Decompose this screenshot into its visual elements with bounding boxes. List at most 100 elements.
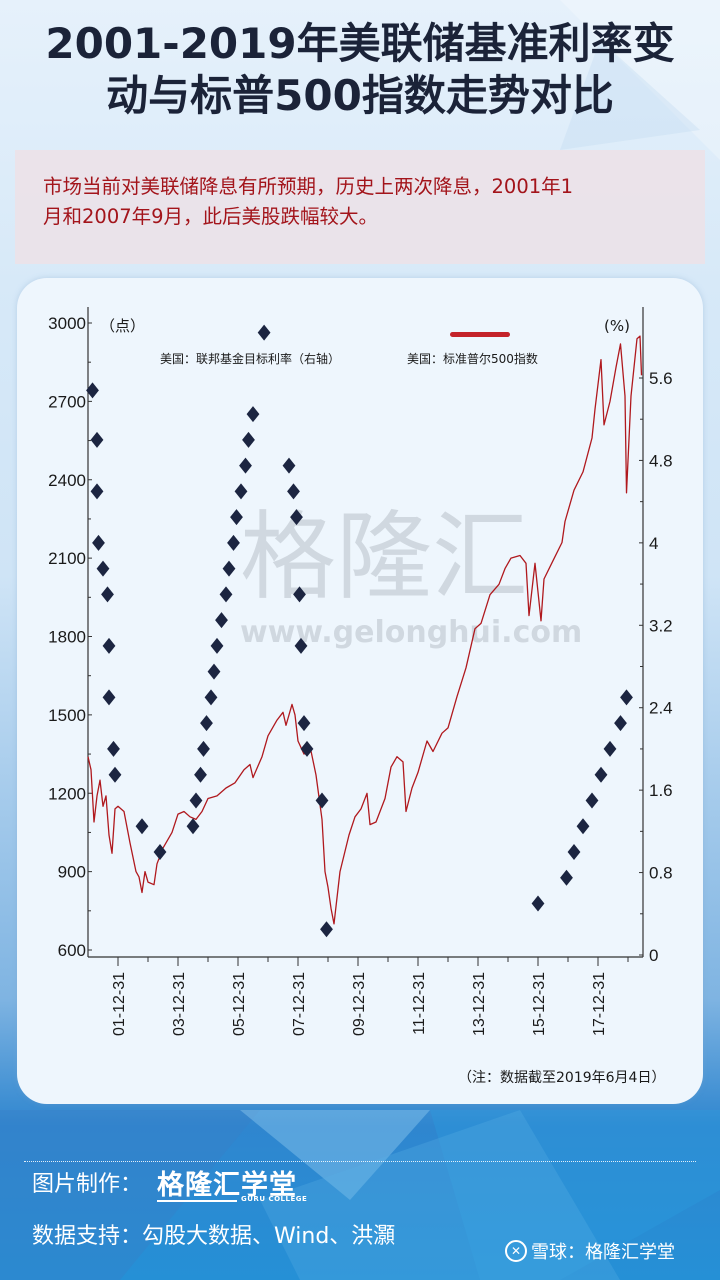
x-tick-label: 17-12-31 — [591, 972, 608, 1036]
summary-line-1: 市场当前对美联储降息有所预期，历史上两次降息，2001年1 — [43, 175, 574, 198]
sp500-line — [87, 335, 643, 925]
producer-brand-sub: GURU COLLEGE — [241, 1195, 308, 1203]
rate-diamond — [194, 766, 207, 783]
rate-diamond — [560, 869, 573, 886]
left-tick-label: 2700 — [48, 392, 86, 411]
xueqiu-text: 雪球：格隆汇学堂 — [531, 1242, 675, 1263]
legend-rate-label: 美国：联邦基金目标利率（右轴） — [160, 351, 340, 366]
left-tick-label: 2400 — [48, 471, 86, 490]
x-tick-label: 15-12-31 — [531, 972, 548, 1036]
rate-diamond — [594, 766, 608, 783]
watermark: 格隆汇 www.gelonghui.com — [240, 501, 582, 650]
right-tick-label: 1.6 — [649, 781, 673, 800]
x-tick-label: 11-12-31 — [411, 972, 428, 1035]
title-line-2: 动与标普500指数走势对比 — [106, 71, 614, 120]
rate-diamond — [230, 509, 243, 526]
rate-diamond — [108, 766, 122, 783]
summary-line-2: 月和2007年9月，此后美股跌幅较大。 — [43, 205, 379, 228]
left-tick-label: 900 — [58, 863, 86, 882]
rate-diamond — [186, 818, 200, 835]
right-tick-label: 0 — [649, 946, 658, 965]
rate-diamond — [210, 637, 224, 654]
left-axis-unit: （点） — [100, 317, 145, 335]
rate-diamond — [222, 560, 236, 577]
rate-diamond — [246, 406, 260, 423]
rate-diamond — [219, 586, 233, 603]
data-source-row: 数据支持：勾股大数据、Wind、洪灝 — [32, 1218, 395, 1250]
rate-diamond — [234, 483, 248, 500]
x-tick-label: 09-12-31 — [351, 972, 368, 1036]
rate-diamond — [92, 534, 105, 551]
rate-diamond — [294, 637, 308, 654]
rate-diamond — [102, 689, 116, 706]
rate-diamond — [614, 715, 627, 732]
page-title: 2001-2019年美联储基准利率变 动与标普500指数走势对比 — [0, 18, 720, 122]
rate-diamond — [293, 586, 306, 603]
rate-diamond — [531, 895, 545, 912]
data-source-label: 数据支持： — [32, 1224, 143, 1249]
data-note: （注：数据截至2019年6月4日） — [458, 1070, 666, 1086]
rate-diamond — [101, 586, 114, 603]
rate-diamond — [96, 560, 110, 577]
rate-diamond — [102, 637, 116, 654]
rate-diamond — [320, 921, 333, 938]
legend-sp500-swatch — [450, 332, 510, 337]
xueqiu-icon: ✕ — [505, 1240, 527, 1262]
left-tick-label: 3000 — [48, 314, 86, 333]
xueqiu-badge: ✕ 雪球：格隆汇学堂 — [505, 1238, 675, 1264]
left-tick-label: 2100 — [48, 549, 86, 568]
rate-diamond — [300, 740, 314, 757]
rate-diamond — [200, 715, 213, 732]
rate-diamond — [290, 509, 303, 526]
rate-diamond — [315, 792, 329, 809]
right-tick-label: 5.6 — [649, 369, 673, 388]
rate-diamond — [135, 818, 149, 835]
brand-underline — [157, 1200, 237, 1202]
rate-diamond — [567, 843, 581, 860]
rate-diamond — [585, 792, 599, 809]
right-tick-label: 4.8 — [649, 451, 673, 470]
x-tick-label: 01-12-31 — [111, 972, 128, 1036]
rate-diamond — [107, 740, 120, 757]
right-tick-label: 3.2 — [649, 616, 673, 635]
rate-diamond — [207, 663, 221, 680]
rate-markers — [86, 324, 633, 938]
rate-diamond — [297, 715, 311, 732]
footer-divider — [24, 1161, 696, 1162]
chart: 格隆汇 www.gelonghui.com 3000 2700 2400 2100 18… — [48, 307, 673, 1036]
left-tick-label: 600 — [58, 941, 86, 960]
axes: 3000 2700 2400 2100 1800 1500 1200 900 600 5.6 4.8… — [48, 307, 673, 1036]
data-source-list: 勾股大数据、Wind、洪灝 — [142, 1224, 396, 1249]
rate-diamond — [86, 382, 99, 399]
legend-sp500-label: 美国：标准普尔500指数 — [407, 351, 538, 366]
rate-diamond — [197, 740, 210, 757]
rate-diamond — [90, 431, 104, 448]
right-axis-unit: (%) — [604, 317, 630, 335]
title-line-1: 2001-2019年美联储基准利率变 — [45, 19, 675, 68]
left-tick-label: 1200 — [48, 784, 86, 803]
summary-box: 市场当前对美联储降息有所预期，历史上两次降息，2001年1 月和2007年9月，… — [15, 150, 705, 264]
rate-diamond — [242, 431, 255, 448]
rate-diamond — [204, 689, 218, 706]
rate-diamond — [620, 689, 633, 706]
right-tick-label: 0.8 — [649, 864, 673, 883]
right-tick-label: 4 — [649, 534, 658, 553]
rate-diamond — [239, 457, 252, 474]
rate-diamond — [153, 843, 167, 860]
rate-diamond — [287, 483, 300, 500]
x-tick-label: 13-12-31 — [471, 972, 488, 1036]
legend: 美国：联邦基金目标利率（右轴） 美国：标准普尔500指数 — [160, 332, 538, 366]
x-tick-label: 07-12-31 — [291, 972, 308, 1036]
sp500-polyline — [87, 335, 643, 925]
left-tick-label: 1500 — [48, 706, 86, 725]
producer-label: 图片制作： — [32, 1172, 143, 1197]
chart-card — [17, 278, 703, 1104]
rate-diamond — [257, 324, 271, 341]
rate-diamond — [227, 534, 240, 551]
right-tick-label: 2.4 — [649, 699, 673, 718]
x-tick-label: 03-12-31 — [171, 972, 188, 1036]
rate-diamond — [603, 740, 617, 757]
x-tick-label: 05-12-31 — [231, 972, 248, 1036]
rate-diamond — [215, 612, 228, 629]
summary-text: 市场当前对美联储降息有所预期，历史上两次降息，2001年1 月和2007年9月，… — [43, 172, 693, 232]
